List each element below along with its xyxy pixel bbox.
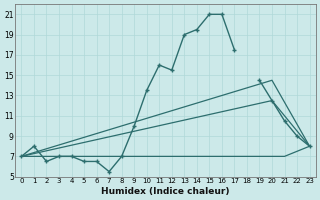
X-axis label: Humidex (Indice chaleur): Humidex (Indice chaleur) — [101, 187, 230, 196]
